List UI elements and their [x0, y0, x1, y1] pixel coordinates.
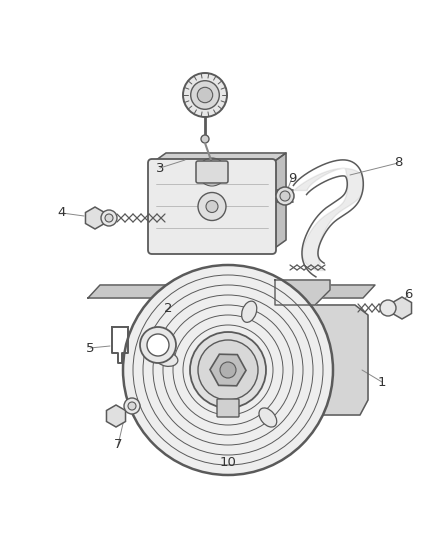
- Circle shape: [191, 80, 219, 109]
- Text: 6: 6: [404, 288, 412, 302]
- Circle shape: [101, 210, 117, 226]
- Circle shape: [140, 327, 176, 363]
- Polygon shape: [152, 153, 286, 163]
- Circle shape: [198, 340, 258, 400]
- Polygon shape: [275, 305, 368, 415]
- Text: 3: 3: [156, 161, 164, 174]
- Circle shape: [147, 334, 169, 356]
- Circle shape: [220, 362, 236, 378]
- Ellipse shape: [242, 301, 257, 322]
- Circle shape: [124, 398, 140, 414]
- Circle shape: [190, 332, 266, 408]
- Circle shape: [276, 187, 294, 205]
- Text: 8: 8: [394, 157, 402, 169]
- Text: 2: 2: [164, 302, 172, 314]
- Text: 10: 10: [219, 456, 237, 469]
- Circle shape: [198, 192, 226, 221]
- Polygon shape: [88, 285, 375, 298]
- Circle shape: [105, 214, 113, 222]
- Text: 1: 1: [378, 376, 386, 389]
- Polygon shape: [275, 280, 330, 305]
- Circle shape: [201, 135, 209, 143]
- Circle shape: [197, 87, 213, 103]
- FancyBboxPatch shape: [217, 399, 239, 417]
- FancyBboxPatch shape: [196, 161, 228, 183]
- Text: 5: 5: [86, 342, 94, 354]
- Text: 4: 4: [58, 206, 66, 220]
- Ellipse shape: [156, 352, 178, 366]
- Circle shape: [183, 73, 227, 117]
- Circle shape: [123, 265, 333, 475]
- Ellipse shape: [259, 408, 277, 427]
- Polygon shape: [272, 153, 286, 250]
- FancyBboxPatch shape: [148, 159, 276, 254]
- Text: 7: 7: [114, 439, 122, 451]
- Circle shape: [380, 300, 396, 316]
- Circle shape: [128, 402, 136, 410]
- Text: 9: 9: [288, 172, 296, 184]
- Circle shape: [206, 200, 218, 213]
- Circle shape: [280, 191, 290, 201]
